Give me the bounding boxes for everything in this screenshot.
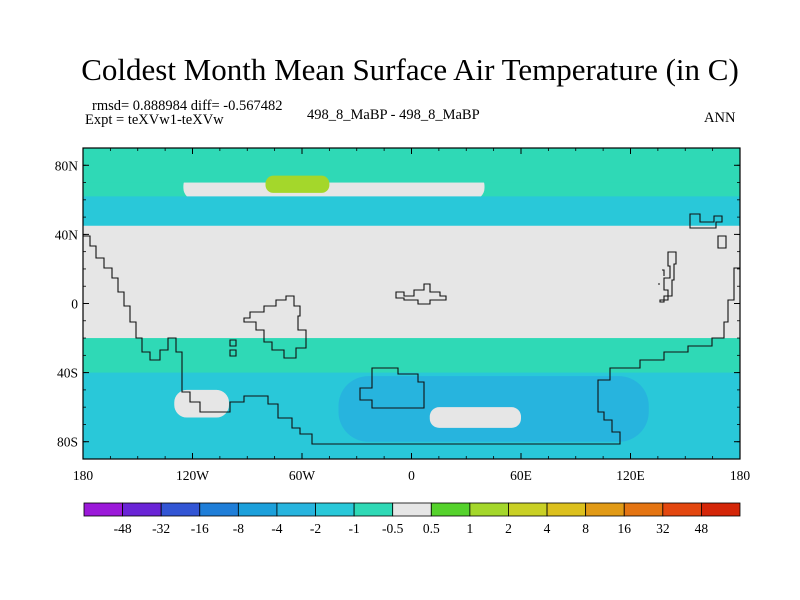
field-region [83,217,740,339]
colorbar-label: 4 [544,521,551,536]
colorbar-label: 32 [656,521,670,536]
y-tick-label: 40N [55,227,79,242]
colorbar-swatch [276,502,316,517]
stats-line: rmsd= 0.888984 diff= -0.567482 [92,98,283,114]
field-region [265,175,330,193]
colorbar-label: -32 [152,521,170,536]
x-tick-label: 120E [616,468,645,483]
colorbar-label: 16 [617,521,631,536]
field-region [83,341,740,373]
colorbar-swatch [546,502,587,517]
chart-title: Coldest Month Mean Surface Air Temperatu… [81,52,739,87]
y-tick-label: 0 [71,297,78,312]
x-tick-label: 180 [73,468,94,483]
colorbar-swatch [623,502,664,517]
colorbar-swatch [160,502,201,517]
case-label: 498_8_MaBP - 498_8_MaBP [307,107,480,123]
colorbar-swatch [469,502,509,517]
colorbar: -48 -32 -16 -8 -4 -2 -1 -0.5 0.5 1 2 4 8 16 32 48 [83,502,741,536]
colorbar-swatch [199,502,239,517]
colorbar-label: -2 [310,521,321,536]
temperature-field [83,148,740,459]
x-tick-label: 60W [289,468,316,483]
x-tick-label: 0 [408,468,415,483]
x-tick-label: 180 [730,468,751,483]
field-region [174,389,229,418]
colorbar-label: 1 [467,521,474,536]
colorbar-label: -8 [233,521,244,536]
y-tick-label: 80N [55,158,79,173]
colorbar-swatch [392,502,432,517]
y-tick-label: 80S [57,435,78,450]
colorbar-swatch [508,502,548,517]
colorbar-label: 0.5 [423,521,440,536]
field-region [83,196,740,226]
colorbar-swatch [430,502,471,517]
coastlines [83,213,740,445]
colorbar-label: -48 [114,521,132,536]
y-tick-label: 40S [57,366,78,381]
season-label: ANN [704,110,736,126]
colorbar-label: 2 [505,521,512,536]
x-tick-label: 60E [510,468,532,483]
colorbar-swatch [701,502,741,517]
expt-line: Expt = teXVw1-teXVw [85,112,224,128]
y-axis: 80N 40N 0 40S 80S [55,147,740,460]
colorbar-label: -16 [191,521,209,536]
colorbar-label: -4 [271,521,282,536]
colorbar-label: 8 [582,521,589,536]
colorbar-swatch [662,502,702,517]
colorbar-label: -1 [348,521,359,536]
colorbar-swatch [83,502,123,517]
x-axis: 180 120W 60W 0 60E 120E 180 [73,148,751,483]
field-region [429,407,521,428]
colorbar-swatch [237,502,278,517]
colorbar-swatch [353,502,394,517]
colorbar-label: -0.5 [382,521,404,536]
colorbar-swatch [122,502,162,517]
colorbar-swatch [585,502,625,517]
colorbar-swatch [315,502,355,517]
x-tick-label: 120W [176,468,209,483]
colorbar-label: 48 [695,521,709,536]
